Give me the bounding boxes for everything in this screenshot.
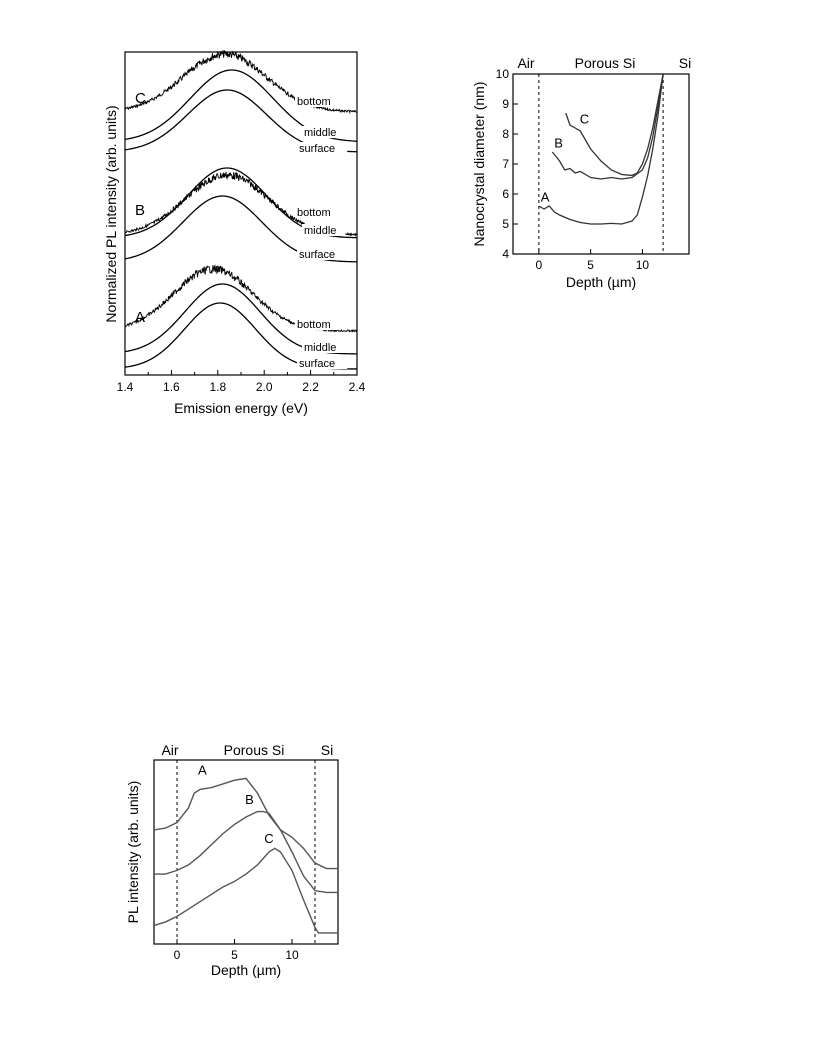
y-tick-label: 9 <box>502 97 509 111</box>
curve-label-bg <box>297 357 348 369</box>
sample-label: A <box>135 309 145 326</box>
curve-label: surface <box>299 143 335 155</box>
series-label: B <box>554 136 563 151</box>
x-tick-label: 2.0 <box>256 380 273 394</box>
pl-spectra-ylabel: Normalized PL intensity (arb. units) <box>103 105 119 322</box>
pl-depth-xticks: 0 5 10 <box>174 939 299 962</box>
y-tick-label: 5 <box>502 217 509 231</box>
pl-depth-line-c <box>153 847 338 934</box>
x-tick-label: 1.4 <box>117 380 134 394</box>
series-label: A <box>198 763 207 778</box>
diameter-frame <box>512 73 690 255</box>
diameter-series-labels: A B C <box>541 112 589 205</box>
series-label: C <box>264 831 273 846</box>
curve-label: middle <box>304 225 336 237</box>
diameter-line-c <box>565 73 664 177</box>
curve-label: surface <box>299 358 335 370</box>
diameter-xlabel: Depth (µm) <box>566 274 636 290</box>
pl-depth-svg: 0 5 10 A B C Air Porous Si Si Depth (µm) PL … <box>125 742 339 978</box>
curve-label-bg <box>302 224 346 236</box>
curve-label: bottom <box>297 96 331 108</box>
curve-label: surface <box>299 249 335 261</box>
pl-spectra-xlabel: Emission energy (eV) <box>174 400 308 416</box>
x-tick-label: 5 <box>587 258 594 272</box>
series-label: C <box>580 112 589 127</box>
diameter-line-a <box>538 73 664 225</box>
diameter-region-si: Si <box>679 55 691 71</box>
curve-label: middle <box>304 127 336 139</box>
pl-depth-xlabel: Depth (µm) <box>211 962 281 978</box>
pl-depth-frame <box>153 759 339 945</box>
x-tick-label: 0 <box>174 948 181 962</box>
pl-depth-figure: 0 5 10 A B C Air Porous Si Si Depth (µm) PL … <box>120 735 350 990</box>
diameter-curves <box>538 73 664 225</box>
curve-label: bottom <box>297 319 331 331</box>
curve-label: bottom <box>297 207 331 219</box>
curve-label-bg <box>302 126 346 138</box>
pl-depth-ylabel: PL intensity (arb. units) <box>125 781 141 924</box>
diameter-yticks: 4 5 6 7 8 9 10 <box>496 67 518 261</box>
y-tick-label: 8 <box>502 127 509 141</box>
pl-spectra-sample-labels: C B A <box>135 90 146 326</box>
x-tick-label: 1.8 <box>209 380 226 394</box>
pl-depth-region-air: Air <box>161 742 178 758</box>
curve-label-bg <box>295 206 339 218</box>
series-label: A <box>541 190 550 205</box>
pl-depth-region-porous: Porous Si <box>224 742 285 758</box>
diameter-region-air: Air <box>517 55 534 71</box>
x-tick-label: 10 <box>636 258 650 272</box>
pl-spectra-svg: 1.4 1.6 1.8 2.0 2.2 2.4 C B A bottom middle surfa… <box>103 50 366 416</box>
curve-label-bg <box>297 142 348 154</box>
curve-label-bg <box>297 248 348 260</box>
diameter-region-porous: Porous Si <box>575 55 636 71</box>
x-tick-label: 1.6 <box>163 380 180 394</box>
diameter-ylabel: Nanocrystal diameter (nm) <box>471 82 487 247</box>
diameter-line-b <box>551 73 664 180</box>
diameter-boundaries <box>538 74 664 254</box>
x-tick-label: 2.4 <box>349 380 366 394</box>
diameter-figure: 0 5 10 4 5 6 7 8 9 10 A B C Air Porous Si Si Depth… <box>465 50 725 305</box>
curve-label-bg <box>295 318 339 330</box>
x-tick-label: 2.2 <box>302 380 319 394</box>
sample-label: B <box>135 202 145 219</box>
x-tick-label: 10 <box>285 948 299 962</box>
pl-spectra-xticks: 1.4 1.6 1.8 2.0 2.2 2.4 <box>117 370 366 394</box>
pl-depth-boundaries <box>176 760 316 944</box>
diameter-xticks: 0 5 10 <box>536 249 650 272</box>
pl-depth-curves <box>153 777 338 934</box>
diameter-svg: 0 5 10 4 5 6 7 8 9 10 A B C Air Porous Si Si Depth… <box>471 55 691 290</box>
curve-label: middle <box>304 342 336 354</box>
y-tick-label: 4 <box>502 247 509 261</box>
pl-depth-region-si: Si <box>321 742 333 758</box>
sample-label: C <box>135 90 146 107</box>
y-tick-label: 6 <box>502 187 509 201</box>
curve-label-bg <box>295 95 339 107</box>
x-tick-label: 0 <box>536 258 543 272</box>
pl-depth-line-a <box>153 777 338 870</box>
curve-label-bg <box>302 341 346 353</box>
y-tick-label: 7 <box>502 157 509 171</box>
pl-spectra-figure: 1.4 1.6 1.8 2.0 2.2 2.4 C B A bottom middle surfa… <box>100 40 370 430</box>
series-label: B <box>245 792 254 807</box>
pl-depth-line-b <box>154 810 338 894</box>
pl-depth-series-labels: A B C <box>198 763 274 846</box>
pl-spectra-curve-labels: bottom middle surface bottom middle surface bo… <box>295 95 348 370</box>
y-tick-label: 10 <box>496 67 510 81</box>
x-tick-label: 5 <box>231 948 238 962</box>
